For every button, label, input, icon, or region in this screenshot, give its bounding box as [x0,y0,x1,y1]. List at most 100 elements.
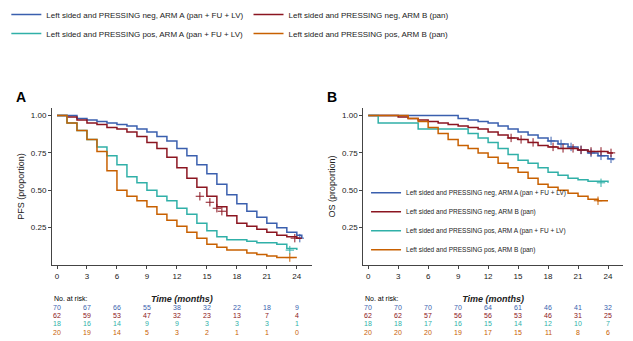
svg-text:3: 3 [265,320,269,327]
svg-text:PFS (proportion): PFS (proportion) [16,153,26,220]
svg-text:7: 7 [265,312,269,319]
svg-text:0: 0 [366,272,371,281]
svg-text:18: 18 [364,320,372,327]
svg-text:23: 23 [203,312,211,319]
svg-text:18: 18 [53,320,61,327]
svg-text:70: 70 [454,304,462,311]
svg-text:59: 59 [83,312,91,319]
svg-text:0.75: 0.75 [342,149,358,158]
svg-text:21: 21 [574,272,583,281]
svg-text:3: 3 [85,272,90,281]
svg-text:13: 13 [233,312,241,319]
svg-text:56: 56 [484,312,492,319]
svg-text:32: 32 [203,304,211,311]
svg-text:A: A [16,89,26,105]
svg-text:4: 4 [295,312,299,319]
svg-text:9: 9 [145,272,150,281]
svg-text:Time (months): Time (months) [151,294,213,304]
svg-text:Left sided and PRESSING pos, A: Left sided and PRESSING pos, ARM A (pan … [406,227,566,235]
svg-text:1: 1 [265,329,269,336]
svg-text:19: 19 [83,329,91,336]
svg-text:53: 53 [113,312,121,319]
svg-text:12: 12 [172,272,181,281]
svg-text:16: 16 [83,320,91,327]
svg-text:31: 31 [574,312,582,319]
svg-text:14: 14 [514,320,522,327]
svg-text:22: 22 [233,304,241,311]
svg-text:8: 8 [576,329,580,336]
svg-text:0: 0 [295,329,299,336]
svg-text:6: 6 [115,272,120,281]
svg-text:24: 24 [292,272,301,281]
svg-text:12: 12 [544,320,552,327]
svg-text:70: 70 [424,304,432,311]
svg-text:62: 62 [364,312,372,319]
svg-text:3: 3 [175,329,179,336]
svg-text:24: 24 [604,272,613,281]
svg-text:1.00: 1.00 [31,111,47,120]
svg-text:5: 5 [145,329,149,336]
svg-text:B: B [327,89,337,105]
svg-text:7: 7 [606,320,610,327]
svg-text:9: 9 [456,272,461,281]
svg-text:32: 32 [604,304,612,311]
svg-text:62: 62 [394,312,402,319]
svg-text:0.50: 0.50 [31,186,47,195]
svg-text:18: 18 [544,272,553,281]
svg-text:19: 19 [454,329,462,336]
svg-text:32: 32 [173,312,181,319]
svg-text:18: 18 [394,320,402,327]
svg-text:20: 20 [53,329,61,336]
svg-text:6: 6 [426,272,431,281]
svg-text:3: 3 [235,320,239,327]
svg-text:20: 20 [424,329,432,336]
svg-text:56: 56 [454,312,462,319]
svg-text:21: 21 [262,272,271,281]
svg-text:Left sided and PRESSING neg, A: Left sided and PRESSING neg, ARM B (pan) [289,11,449,20]
svg-text:41: 41 [574,304,582,311]
svg-text:9: 9 [175,320,179,327]
svg-text:1: 1 [235,329,239,336]
svg-text:12: 12 [484,272,493,281]
svg-text:Left sided and PRESSING pos, A: Left sided and PRESSING pos, ARM B (pan) [406,246,535,254]
svg-text:55: 55 [143,304,151,311]
svg-text:38: 38 [173,304,181,311]
svg-text:64: 64 [484,304,492,311]
svg-text:6: 6 [606,329,610,336]
svg-text:25: 25 [604,312,612,319]
svg-text:Left sided and PRESSING neg, A: Left sided and PRESSING neg, ARM A (pan … [406,189,566,197]
svg-text:20: 20 [394,329,402,336]
svg-text:0: 0 [55,272,60,281]
svg-text:46: 46 [544,312,552,319]
svg-text:70: 70 [364,304,372,311]
svg-text:1.00: 1.00 [342,111,358,120]
svg-text:3: 3 [396,272,401,281]
svg-text:47: 47 [143,312,151,319]
svg-text:18: 18 [232,272,241,281]
svg-text:0.25: 0.25 [31,223,47,232]
svg-text:0.75: 0.75 [31,149,47,158]
svg-text:Left sided and PRESSING neg, A: Left sided and PRESSING neg, ARM B (pan) [406,208,536,216]
svg-text:11: 11 [545,329,552,336]
svg-text:No. at risk:: No. at risk: [365,295,399,302]
svg-text:15: 15 [514,329,522,336]
svg-text:10: 10 [574,320,582,327]
svg-text:57: 57 [424,312,432,319]
svg-text:Left sided and PRESSING neg, A: Left sided and PRESSING neg, ARM A (pan … [46,11,243,20]
svg-text:14: 14 [113,320,121,327]
svg-text:3: 3 [205,320,209,327]
svg-text:67: 67 [83,304,91,311]
svg-text:Left sided and PRESSING pos, A: Left sided and PRESSING pos, ARM A (pan … [46,30,243,39]
svg-text:0.50: 0.50 [342,186,358,195]
svg-text:20: 20 [364,329,372,336]
svg-text:15: 15 [202,272,211,281]
svg-text:9: 9 [145,320,149,327]
svg-text:15: 15 [514,272,523,281]
svg-text:70: 70 [53,304,61,311]
svg-text:0.25: 0.25 [342,223,358,232]
svg-text:53: 53 [514,312,522,319]
svg-text:No. at risk:: No. at risk: [54,295,88,302]
svg-text:66: 66 [113,304,121,311]
svg-text:15: 15 [484,320,492,327]
svg-text:Left sided and PRESSING pos, A: Left sided and PRESSING pos, ARM B (pan) [289,30,449,39]
